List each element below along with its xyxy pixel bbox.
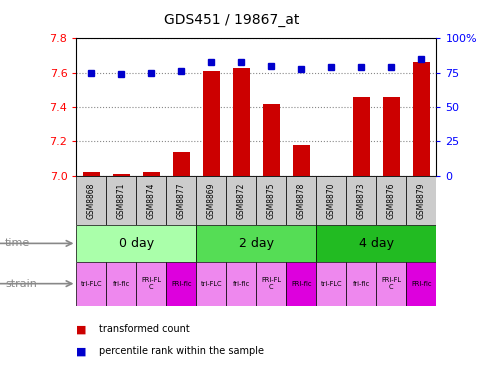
Bar [196, 262, 226, 306]
Text: tri-FLC: tri-FLC [320, 281, 342, 287]
Bar [346, 176, 376, 225]
Bar [166, 176, 196, 225]
Bar [317, 176, 346, 225]
Bar [76, 262, 106, 306]
Bar [263, 104, 280, 176]
Text: FRI-FL
C: FRI-FL C [141, 277, 161, 290]
Bar [106, 262, 137, 306]
Text: fri-flc: fri-flc [113, 281, 130, 287]
Text: 4 day: 4 day [359, 237, 394, 250]
Bar [383, 97, 399, 176]
Text: GSM8878: GSM8878 [297, 182, 306, 219]
Bar [196, 176, 226, 225]
Bar [83, 172, 100, 176]
Text: GDS451 / 19867_at: GDS451 / 19867_at [164, 13, 299, 27]
Bar [353, 97, 370, 176]
Text: transformed count: transformed count [99, 324, 189, 335]
Text: FRI-flc: FRI-flc [411, 281, 431, 287]
Bar [113, 174, 130, 176]
Text: GSM8879: GSM8879 [417, 182, 426, 219]
Bar [376, 262, 406, 306]
Bar [286, 176, 317, 225]
Bar [346, 262, 376, 306]
Text: GSM8874: GSM8874 [147, 182, 156, 219]
Text: tri-FLC: tri-FLC [80, 281, 102, 287]
Text: fri-flc: fri-flc [352, 281, 370, 287]
Text: FRI-flc: FRI-flc [171, 281, 192, 287]
Text: GSM8875: GSM8875 [267, 182, 276, 219]
Bar [137, 176, 167, 225]
Bar [317, 225, 436, 262]
Bar [233, 68, 249, 176]
Bar [143, 172, 160, 176]
Bar [413, 63, 429, 176]
Text: strain: strain [5, 279, 37, 289]
Bar [286, 262, 317, 306]
Text: GSM8877: GSM8877 [177, 182, 186, 219]
Text: GSM8873: GSM8873 [357, 182, 366, 219]
Bar [137, 262, 167, 306]
Bar [166, 262, 196, 306]
Text: FRI-FL
C: FRI-FL C [261, 277, 282, 290]
Text: tri-FLC: tri-FLC [201, 281, 222, 287]
Bar [106, 176, 137, 225]
Text: GSM8871: GSM8871 [117, 182, 126, 219]
Text: percentile rank within the sample: percentile rank within the sample [99, 346, 264, 356]
Text: GSM8872: GSM8872 [237, 182, 246, 219]
Bar [317, 262, 346, 306]
Bar [293, 145, 310, 176]
Text: GSM8870: GSM8870 [327, 182, 336, 219]
Text: GSM8876: GSM8876 [387, 182, 396, 219]
Bar [173, 152, 190, 176]
Text: 0 day: 0 day [119, 237, 154, 250]
Text: ■: ■ [76, 346, 87, 356]
Bar [203, 71, 219, 176]
Bar [226, 262, 256, 306]
Bar [376, 176, 406, 225]
Text: time: time [5, 238, 30, 249]
Text: ■: ■ [76, 324, 87, 335]
Text: GSM8869: GSM8869 [207, 182, 216, 219]
Text: FRI-flc: FRI-flc [291, 281, 312, 287]
Bar [226, 176, 256, 225]
Bar [76, 176, 106, 225]
Text: GSM8868: GSM8868 [87, 182, 96, 219]
Text: fri-flc: fri-flc [233, 281, 250, 287]
Text: FRI-FL
C: FRI-FL C [381, 277, 401, 290]
Text: 2 day: 2 day [239, 237, 274, 250]
Bar [76, 225, 196, 262]
Bar [406, 262, 436, 306]
Bar [256, 262, 286, 306]
Bar [406, 176, 436, 225]
Bar [196, 225, 317, 262]
Bar [256, 176, 286, 225]
